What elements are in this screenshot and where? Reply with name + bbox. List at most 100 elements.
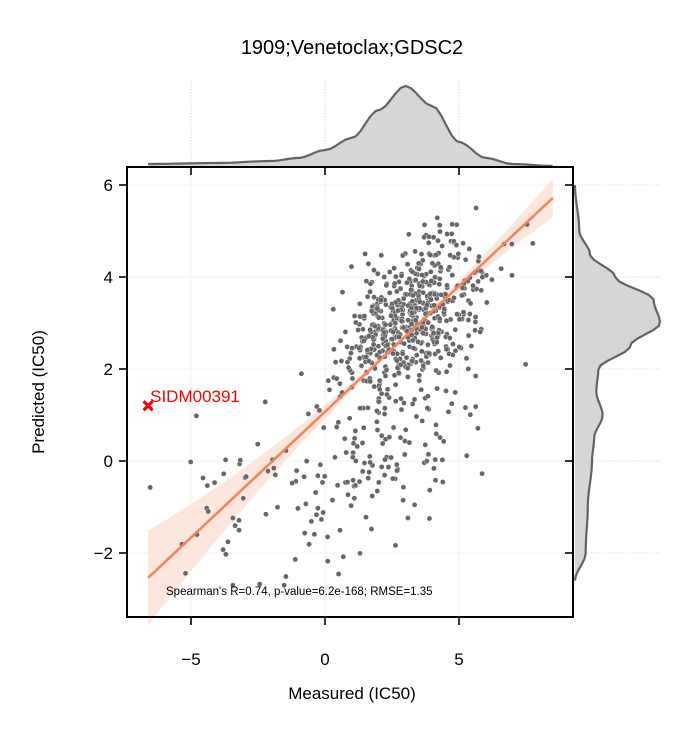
- data-point: [364, 347, 371, 353]
- data-point: [357, 405, 363, 412]
- data-point: [432, 274, 438, 281]
- data-point: [418, 348, 425, 355]
- data-point: [421, 222, 428, 228]
- data-point: [509, 272, 515, 279]
- data-point: [397, 434, 404, 441]
- marginal-x-line: [148, 84, 553, 168]
- data-point: [430, 234, 437, 241]
- data-point: [437, 354, 444, 361]
- data-point: [448, 400, 455, 407]
- data-point: [368, 308, 375, 314]
- marginal-y-kde: [573, 184, 662, 581]
- data-point: [333, 424, 340, 430]
- data-point: [205, 508, 211, 515]
- data-point: [364, 293, 371, 300]
- data-point: [413, 305, 420, 311]
- data-point: [358, 362, 365, 369]
- data-point: [390, 424, 397, 431]
- data-point: [305, 411, 312, 417]
- data-point: [369, 493, 376, 499]
- data-point: [368, 526, 375, 532]
- data-point: [315, 472, 321, 479]
- data-point: [344, 343, 350, 350]
- axis-ticks: −5 0 5 −2 0 2 4 6: [94, 167, 573, 669]
- data-point: [389, 305, 396, 312]
- data-point: [319, 479, 326, 486]
- data-point: [376, 377, 383, 384]
- data-point: [236, 517, 242, 524]
- data-point: [365, 358, 372, 364]
- data-point: [456, 344, 463, 350]
- data-point: [419, 278, 426, 285]
- x-tick-label: −5: [181, 650, 200, 669]
- data-point: [425, 451, 432, 458]
- data-point: [431, 465, 437, 472]
- confidence-band: [148, 178, 553, 626]
- data-point: [348, 263, 355, 270]
- stats-annotation: Spearman's R=0.74, p-value=6.2e-168; RMS…: [166, 586, 433, 598]
- data-point: [409, 298, 416, 305]
- y-tick-label: 4: [104, 268, 113, 287]
- data-point: [405, 515, 411, 521]
- data-point: [453, 242, 460, 248]
- data-point: [401, 400, 407, 406]
- data-point: [381, 472, 388, 478]
- data-point: [292, 556, 299, 563]
- data-point: [308, 518, 315, 525]
- y-tick-label: −2: [94, 544, 113, 563]
- data-point: [230, 515, 236, 521]
- y-axis-label: Predicted (IC50): [29, 330, 48, 454]
- data-point: [422, 442, 429, 448]
- data-point: [389, 336, 396, 343]
- data-point: [371, 383, 378, 390]
- data-point: [439, 479, 446, 485]
- data-point: [394, 307, 401, 314]
- data-point: [530, 240, 536, 247]
- data-point: [329, 497, 336, 503]
- data-point: [298, 370, 305, 377]
- data-point: [357, 550, 363, 557]
- data-point: [332, 359, 339, 365]
- data-point: [350, 440, 357, 447]
- data-point: [428, 277, 435, 284]
- data-point: [437, 228, 443, 235]
- data-point: [375, 343, 382, 350]
- data-point: [360, 424, 367, 431]
- x-axis-label: Measured (IC50): [288, 684, 416, 703]
- data-point: [391, 280, 398, 287]
- data-point: [182, 570, 189, 577]
- data-point: [498, 265, 505, 272]
- data-point: [430, 330, 437, 336]
- data-point: [483, 299, 490, 306]
- data-point: [326, 386, 333, 393]
- data-point: [366, 469, 372, 476]
- data-point: [428, 296, 434, 303]
- data-point: [452, 326, 459, 333]
- data-point: [413, 413, 420, 420]
- data-point: [352, 428, 359, 434]
- data-point: [420, 289, 427, 296]
- data-point: [374, 305, 381, 312]
- data-point: [341, 435, 348, 442]
- data-point: [325, 377, 332, 384]
- data-point: [232, 522, 238, 529]
- data-point: [272, 472, 279, 478]
- data-point: [363, 278, 370, 284]
- data-point: [397, 361, 404, 368]
- data-point: [447, 362, 453, 369]
- data-point: [423, 301, 430, 308]
- data-point: [425, 239, 432, 246]
- data-point: [392, 542, 399, 549]
- data-point: [473, 205, 479, 211]
- data-point: [335, 419, 342, 426]
- data-point: [400, 295, 407, 302]
- data-point: [386, 269, 393, 275]
- data-point: [415, 338, 421, 345]
- data-point: [270, 465, 277, 471]
- data-point: [360, 326, 366, 333]
- data-point: [348, 350, 354, 356]
- data-point: [426, 487, 433, 493]
- data-point: [433, 339, 440, 346]
- data-point: [416, 266, 422, 272]
- data-point: [397, 285, 404, 292]
